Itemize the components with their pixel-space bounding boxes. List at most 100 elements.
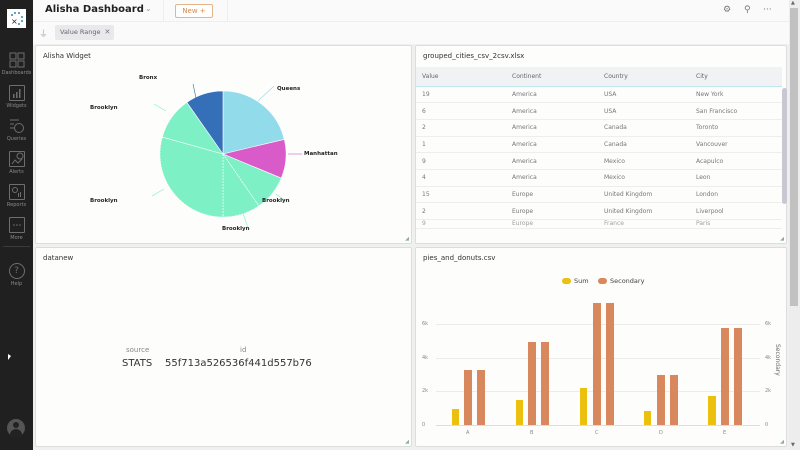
x-tick: B [530,430,534,436]
sidebar-item-queries[interactable]: Queries [0,118,33,142]
bar-secondary-e[interactable] [734,328,742,425]
cell: America [506,86,598,104]
column-header[interactable]: Continent [506,67,598,87]
pin-icon[interactable]: ⚲ [744,5,751,15]
legend-item-sum[interactable]: Sum [562,277,589,285]
filter-icon[interactable]: ⏚ [39,30,49,40]
divider [227,0,228,22]
table-row: 4 America Mexico Leon [416,169,782,187]
cell: USA [598,86,690,104]
cell: 9 [416,219,506,229]
bar-secondary-a[interactable] [464,370,472,425]
sidebar-item-label: Reports [6,202,27,208]
bar-sum-e[interactable] [708,396,716,425]
table-row: 2 America Canada Toronto [416,119,782,137]
cell: Europe [506,202,598,220]
cell: United Kingdom [598,202,690,220]
widget-title: datanew [43,254,74,262]
bar-sum-b[interactable] [516,400,523,425]
legend-label: Sum [574,277,589,285]
stat-header-id: id [240,346,247,354]
cell: United Kingdom [598,186,690,204]
legend-swatch [598,278,607,284]
cell: France [598,219,690,229]
settings-icon[interactable]: ⚙ [723,5,732,15]
sidebar-item-alerts[interactable]: Alerts [0,151,33,175]
column-header[interactable]: Value [416,67,506,87]
column-header[interactable]: Country [598,67,690,87]
dashboards-icon [9,52,25,68]
y-tick: 2k [422,388,429,394]
stat-value-source: STATS [122,358,153,369]
sidebar-item-label: Widgets [6,103,27,109]
table-row: 15 Europe United Kingdom London [416,186,782,204]
sidebar-item-help[interactable]: ? Help [0,263,33,287]
y-tick: 6k [422,321,429,327]
cell: London [690,186,782,204]
resize-handle[interactable]: ◢ [405,236,409,242]
bar-secondary-d[interactable] [670,375,678,425]
cell: 2 [416,119,506,137]
column-header[interactable]: City [690,67,782,87]
sidebar-item-dashboards[interactable]: Dashboards [0,52,33,76]
mouse-cursor [8,354,11,360]
cell: USA [598,102,690,120]
y2-tick: 4k [765,355,772,361]
bar-secondary-c[interactable] [606,303,614,425]
bar-secondary-b[interactable] [528,342,536,425]
page-scrollbar[interactable]: ▲ ▼ [789,0,800,450]
filter-bar: ⏚ Value Range ✕ [33,22,800,44]
y2-tick: 2k [765,388,772,394]
sidebar-item-label: Alerts [9,169,24,175]
sidebar-item-reports[interactable]: Reports [0,184,33,208]
user-avatar[interactable] [7,419,25,437]
cell: 9 [416,152,506,170]
pie-label: Brooklyn [90,198,118,204]
bar-sum-a[interactable] [452,409,459,425]
scroll-up-icon[interactable]: ▲ [791,0,795,6]
cell: Acapulco [690,152,782,170]
bar-secondary-e[interactable] [721,328,729,425]
table-scrollbar[interactable] [782,88,787,204]
bar-sum-c[interactable] [580,388,587,425]
legend-label: Secondary [610,277,645,285]
x-tick: D [659,430,663,436]
dashboard-title[interactable]: Alisha Dashboard [45,4,144,15]
bar-sum-d[interactable] [644,411,651,425]
pie-label: Brooklyn [262,198,290,204]
cell: 19 [416,86,506,104]
bar-secondary-a[interactable] [477,370,485,425]
scrollbar-thumb[interactable] [790,8,798,306]
resize-handle[interactable]: ◢ [780,439,784,445]
bar-secondary-c[interactable] [593,303,601,425]
divider [163,0,164,22]
sidebar-item-label: Dashboards [1,70,32,76]
pie-chart [151,83,302,229]
queries-icon [9,118,25,134]
scroll-down-icon[interactable]: ▼ [791,442,795,448]
resize-handle[interactable]: ◢ [780,236,784,242]
cell: Liverpool [690,202,782,220]
more-icon[interactable]: ··· [763,5,772,15]
more-icon [8,217,25,233]
legend-item-secondary[interactable]: Secondary [598,277,644,285]
cell: Europe [506,186,598,204]
new-button[interactable]: New + [175,4,213,18]
sidebar-item-more[interactable]: More [0,217,33,241]
chip-label: Value Range [60,28,101,36]
widget-table: grouped_cities_csv_2csv.xlsx Value Conti… [415,45,787,244]
bar-secondary-d[interactable] [657,375,665,425]
x-tick: C [595,430,599,436]
sidebar-item-widgets[interactable]: Widgets [0,85,33,109]
resize-handle[interactable]: ◢ [405,439,409,445]
cell: 15 [416,186,506,204]
y-tick: 0 [422,422,426,428]
legend-swatch [562,278,571,284]
close-icon[interactable]: ✕ [104,28,111,36]
filter-chip-value-range[interactable]: Value Range ✕ [55,25,115,40]
cell: Mexico [598,169,690,187]
app-logo[interactable]: × [7,9,26,28]
bar-secondary-b[interactable] [541,342,549,425]
chevron-down-icon[interactable]: ⌄ [145,4,152,13]
cell: 4 [416,169,506,187]
